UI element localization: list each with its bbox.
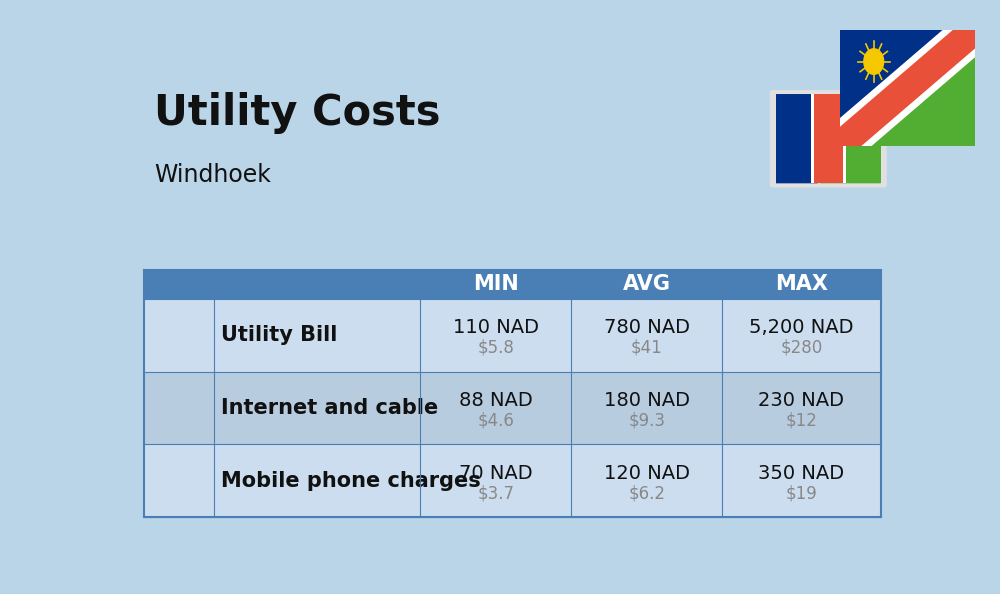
Polygon shape <box>811 94 814 184</box>
Text: Mobile phone charges: Mobile phone charges <box>221 471 480 491</box>
Text: $19: $19 <box>786 484 817 502</box>
Polygon shape <box>814 94 843 184</box>
Polygon shape <box>830 11 985 165</box>
Circle shape <box>864 49 884 74</box>
Text: 110 NAD: 110 NAD <box>453 318 539 337</box>
Text: $41: $41 <box>631 339 663 356</box>
Text: Utility Costs: Utility Costs <box>154 92 441 134</box>
Text: $280: $280 <box>780 339 823 356</box>
Polygon shape <box>776 118 881 157</box>
Polygon shape <box>776 94 837 146</box>
Polygon shape <box>820 132 881 184</box>
Text: 120 NAD: 120 NAD <box>604 464 690 483</box>
Text: 5,200 NAD: 5,200 NAD <box>749 318 854 337</box>
Text: Utility Bill: Utility Bill <box>221 325 337 345</box>
Polygon shape <box>776 134 881 173</box>
Text: $6.2: $6.2 <box>628 484 665 502</box>
Bar <box>144 299 881 371</box>
Polygon shape <box>840 30 975 146</box>
Text: MIN: MIN <box>473 274 519 295</box>
Text: $3.7: $3.7 <box>477 484 514 502</box>
Text: 88 NAD: 88 NAD <box>459 391 533 410</box>
Bar <box>144 270 881 299</box>
Polygon shape <box>840 30 975 146</box>
Text: 350 NAD: 350 NAD <box>758 464 845 483</box>
Text: 70 NAD: 70 NAD <box>459 464 533 483</box>
Text: $12: $12 <box>786 411 817 429</box>
Bar <box>144 444 881 517</box>
Text: $4.6: $4.6 <box>477 411 514 429</box>
Text: Windhoek: Windhoek <box>154 163 271 187</box>
Polygon shape <box>843 94 846 184</box>
Bar <box>144 270 881 517</box>
Text: 180 NAD: 180 NAD <box>604 391 690 410</box>
Polygon shape <box>776 94 839 184</box>
Polygon shape <box>776 121 881 170</box>
Text: 230 NAD: 230 NAD <box>758 391 844 410</box>
Polygon shape <box>818 94 881 184</box>
Text: $5.8: $5.8 <box>477 339 514 356</box>
Bar <box>214 270 420 299</box>
FancyBboxPatch shape <box>770 90 887 188</box>
Polygon shape <box>833 17 982 159</box>
Text: $9.3: $9.3 <box>628 411 665 429</box>
Bar <box>144 371 881 444</box>
Text: Internet and cable: Internet and cable <box>221 398 438 418</box>
Text: 780 NAD: 780 NAD <box>604 318 690 337</box>
Bar <box>144 270 214 299</box>
Polygon shape <box>776 94 881 184</box>
Text: MAX: MAX <box>775 274 828 295</box>
Text: AVG: AVG <box>623 274 671 295</box>
